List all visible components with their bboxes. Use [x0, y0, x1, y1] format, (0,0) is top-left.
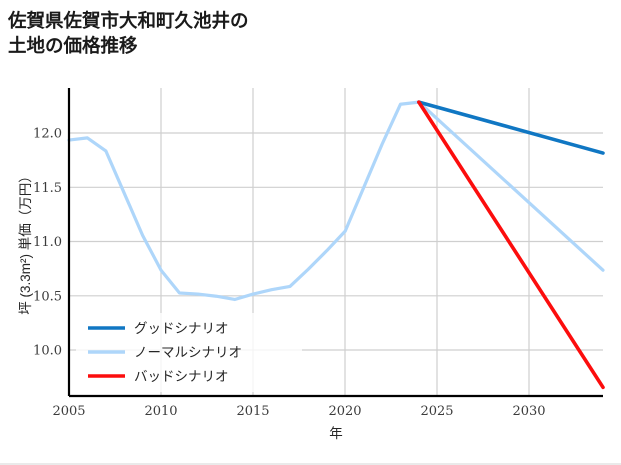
legend-item-normal[interactable]: ノーマルシナリオ: [88, 345, 242, 360]
x-tick-label: 2005: [52, 404, 85, 419]
chart-title: 佐賀県佐賀市大和町久池井の 土地の価格推移: [8, 10, 249, 57]
series-line-good: [417, 100, 605, 155]
y-tick-labels: 10.0 10.5 11.0 11.5 12.0: [33, 127, 62, 359]
x-tick-label: 2020: [328, 404, 361, 419]
series-line-bad: [417, 100, 605, 390]
x-tick-label: 2010: [144, 404, 177, 419]
series-line-normal: [67, 100, 605, 302]
y-tick-label: 11.5: [33, 181, 62, 196]
y-tick-label: 10.5: [33, 289, 62, 304]
x-tick-labels: 2005 2010 2015 2020 2025 2030: [52, 404, 545, 419]
legend: グッドシナリオ ノーマルシナリオ バッドシナリオ: [76, 313, 302, 392]
y-tick-label: 11.0: [33, 235, 62, 250]
axis-spines: [67, 88, 603, 398]
legend-label-good: グッドシナリオ: [134, 321, 229, 336]
x-axis-title: 年: [329, 426, 343, 441]
x-tick-label: 2015: [236, 404, 269, 419]
legend-item-bad[interactable]: バッドシナリオ: [88, 369, 229, 384]
legend-label-bad: バッドシナリオ: [134, 369, 229, 384]
y-axis-title: 坪 (3.3m²) 単価（万円）: [18, 169, 33, 315]
y-tick-label: 12.0: [33, 127, 62, 142]
legend-label-normal: ノーマルシナリオ: [134, 345, 242, 360]
x-tick-label: 2030: [512, 404, 545, 419]
data-series-group: [67, 100, 605, 390]
legend-item-good[interactable]: グッドシナリオ: [88, 321, 229, 336]
x-tick-label: 2025: [420, 404, 453, 419]
y-tick-label: 10.0: [33, 344, 62, 359]
